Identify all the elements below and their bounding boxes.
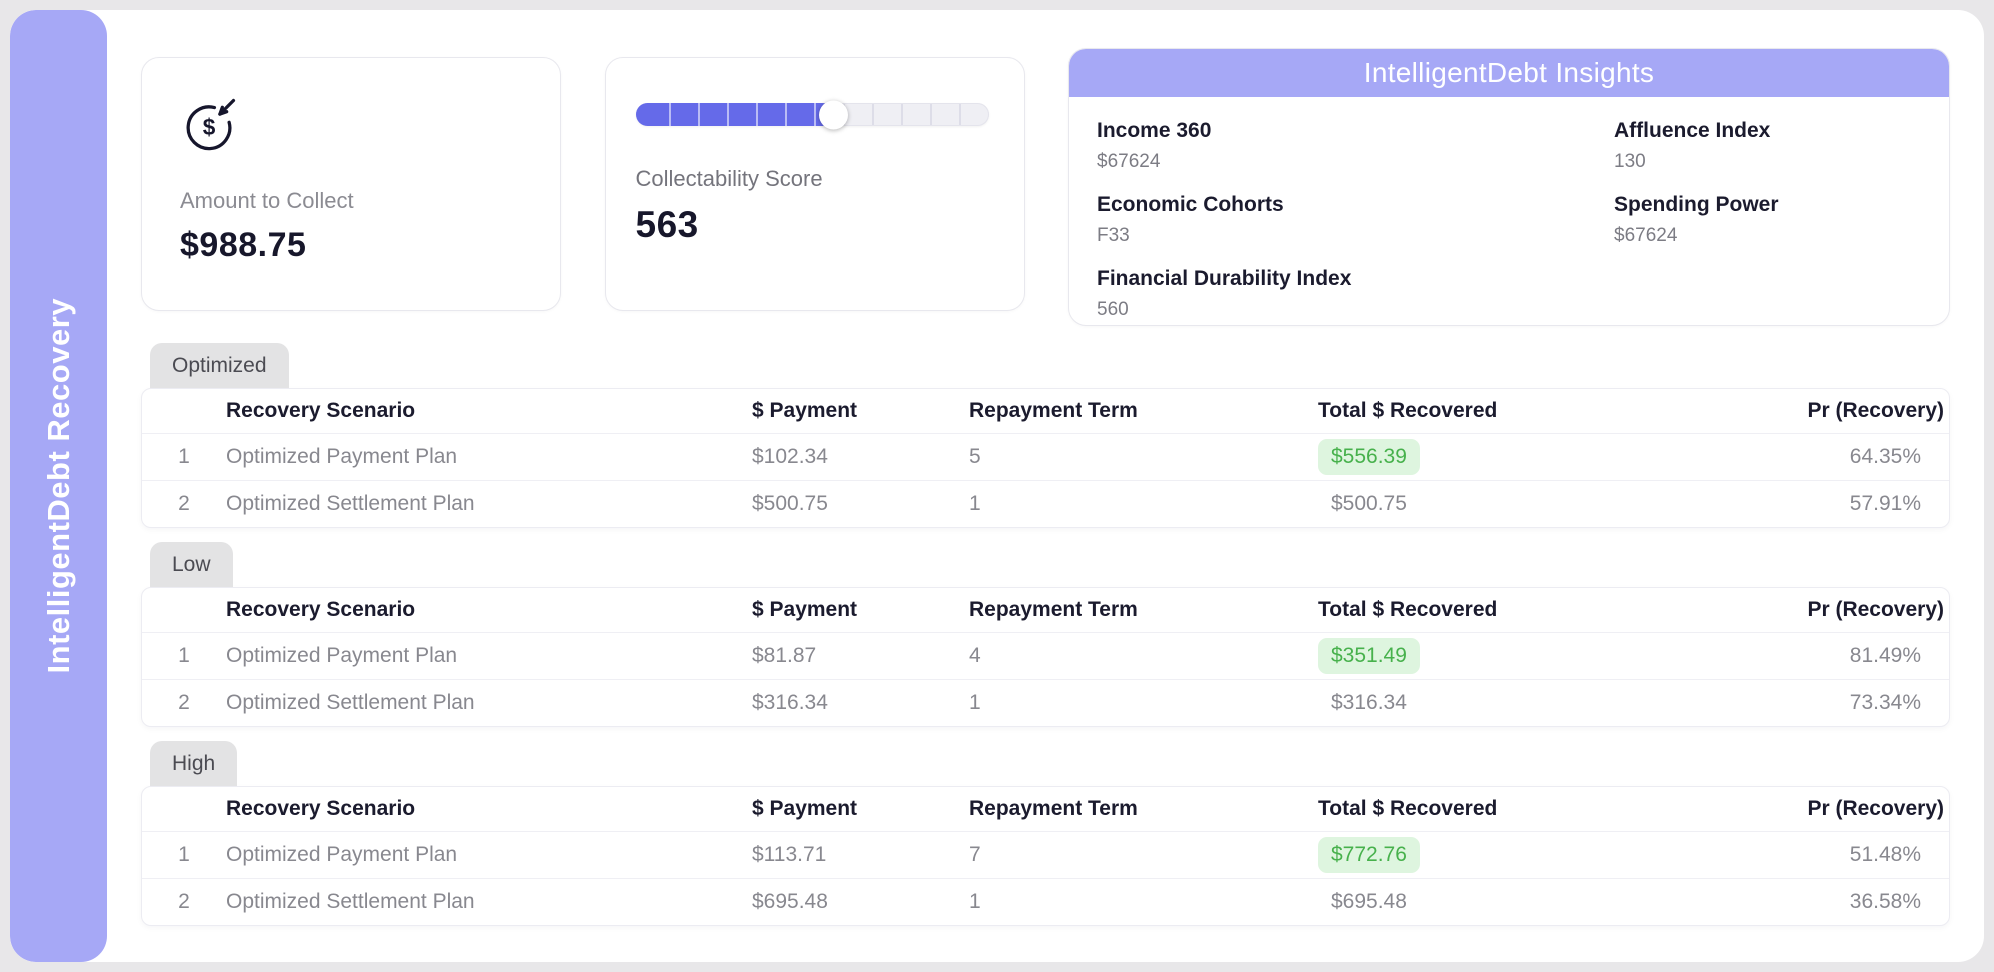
row-pr: 51.48% (1849, 843, 1921, 866)
section-low: Low Recovery Scenario $ Payment Repaymen… (141, 542, 1950, 727)
recovered-badge: $772.76 (1318, 837, 1420, 873)
collectability-value: 563 (635, 204, 699, 245)
row-scenario: Optimized Payment Plan (226, 644, 458, 667)
col-header-term: Repayment Term (969, 797, 1138, 820)
col-header-recovered: Total $ Recovered (1318, 399, 1498, 422)
row-index: 2 (178, 890, 190, 913)
recovered-badge: $351.49 (1318, 638, 1420, 674)
row-term: 7 (969, 843, 981, 866)
tab-low[interactable]: Low (150, 542, 233, 587)
amount-to-collect-card: $ Amount to Collect $988.75 (141, 57, 561, 311)
row-scenario: Optimized Settlement Plan (226, 890, 475, 913)
row-scenario: Optimized Payment Plan (226, 843, 458, 866)
amount-value: $988.75 (180, 226, 307, 264)
row-recovered: $772.76 (1318, 837, 1648, 873)
insight-income360: Income 360 $67624 (1097, 119, 1212, 172)
row-recovered: $556.39 (1318, 439, 1648, 475)
row-index: 2 (178, 691, 190, 714)
row-recovered: $695.48 (1331, 890, 1407, 913)
insights-header: IntelligentDebt Insights (1069, 49, 1949, 97)
table-row[interactable]: 1 Optimized Payment Plan $81.87 4 $351.4… (142, 632, 1949, 679)
table-header-row: Recovery Scenario $ Payment Repayment Te… (142, 389, 1949, 433)
col-header-recovered: Total $ Recovered (1318, 598, 1498, 621)
col-header-payment: $ Payment (752, 797, 858, 820)
high-table: Recovery Scenario $ Payment Repayment Te… (141, 786, 1950, 926)
row-index: 1 (178, 644, 190, 667)
row-payment: $695.48 (752, 890, 828, 913)
row-pr: 81.49% (1849, 644, 1921, 667)
col-header-term: Repayment Term (969, 399, 1138, 422)
scenario-sections: Optimized Recovery Scenario $ Payment Re… (141, 343, 1950, 926)
row-payment: $500.75 (752, 492, 828, 515)
row-index: 1 (178, 445, 190, 468)
insight-economic-cohorts: Economic Cohorts F33 (1097, 193, 1284, 246)
slider-thumb[interactable] (819, 100, 849, 129)
table-header-row: Recovery Scenario $ Payment Repayment Te… (142, 588, 1949, 632)
row-scenario: Optimized Settlement Plan (226, 691, 475, 714)
slider-fill (635, 100, 849, 129)
table-header-row: Recovery Scenario $ Payment Repayment Te… (142, 787, 1949, 831)
recovered-badge: $556.39 (1318, 439, 1420, 475)
collectability-label: Collectability Score (635, 166, 823, 191)
table-row[interactable]: 1 Optimized Payment Plan $113.71 7 $772.… (142, 831, 1949, 878)
col-header-term: Repayment Term (969, 598, 1138, 621)
row-index: 2 (178, 492, 190, 515)
col-header-scenario: Recovery Scenario (226, 399, 416, 422)
row-pr: 64.35% (1849, 445, 1921, 468)
svg-text:$: $ (203, 114, 216, 140)
col-header-pr: Pr (Recovery) (1807, 598, 1944, 621)
col-header-recovered: Total $ Recovered (1318, 797, 1498, 820)
collectability-slider[interactable] (635, 100, 989, 129)
row-payment: $81.87 (752, 644, 817, 667)
col-header-payment: $ Payment (752, 399, 858, 422)
tab-optimized[interactable]: Optimized (150, 343, 289, 388)
row-index: 1 (178, 843, 190, 866)
row-payment: $113.71 (752, 843, 827, 866)
optimized-table: Recovery Scenario $ Payment Repayment Te… (141, 388, 1950, 528)
row-payment: $102.34 (752, 445, 828, 468)
row-term: 1 (969, 691, 981, 714)
insight-financial-durability: Financial Durability Index 560 (1097, 267, 1352, 320)
section-high: High Recovery Scenario $ Payment Repayme… (141, 741, 1950, 926)
insight-affluence-index: Affluence Index 130 (1614, 119, 1771, 172)
row-recovered: $316.34 (1331, 691, 1407, 714)
table-row[interactable]: 1 Optimized Payment Plan $102.34 5 $556.… (142, 433, 1949, 480)
section-optimized: Optimized Recovery Scenario $ Payment Re… (141, 343, 1950, 528)
row-scenario: Optimized Settlement Plan (226, 492, 475, 515)
row-term: 4 (969, 644, 981, 667)
tab-high[interactable]: High (150, 741, 238, 786)
row-term: 1 (969, 492, 981, 515)
sidebar: IntelligentDebt Recovery (10, 10, 107, 962)
col-header-payment: $ Payment (752, 598, 858, 621)
table-row[interactable]: 2 Optimized Settlement Plan $500.75 1 $5… (142, 480, 1949, 527)
amount-label: Amount to Collect (180, 188, 354, 213)
row-recovered: $351.49 (1318, 638, 1648, 674)
row-term: 5 (969, 445, 981, 468)
table-row[interactable]: 2 Optimized Settlement Plan $695.48 1 $6… (142, 878, 1949, 925)
col-header-pr: Pr (Recovery) (1807, 797, 1944, 820)
table-row[interactable]: 2 Optimized Settlement Plan $316.34 1 $3… (142, 679, 1949, 726)
collectability-card: Collectability Score 563 (604, 57, 1025, 311)
col-header-pr: Pr (Recovery) (1807, 399, 1944, 422)
insights-card: IntelligentDebt Insights Income 360 $676… (1068, 48, 1950, 326)
row-scenario: Optimized Payment Plan (226, 445, 458, 468)
row-pr: 36.58% (1849, 890, 1921, 913)
row-pr: 57.91% (1849, 492, 1921, 515)
app-title: IntelligentDebt Recovery (40, 298, 76, 674)
row-pr: 73.34% (1849, 691, 1921, 714)
col-header-scenario: Recovery Scenario (226, 598, 416, 621)
insights-grid: Income 360 $67624 Affluence Index 130 Ec… (1069, 97, 1949, 321)
row-term: 1 (969, 890, 981, 913)
row-payment: $316.34 (752, 691, 828, 714)
app-frame: IntelligentDebt Recovery $ Amount to Col… (10, 10, 1984, 962)
col-header-scenario: Recovery Scenario (226, 797, 416, 820)
row-recovered: $500.75 (1331, 492, 1407, 515)
insight-spending-power: Spending Power $67624 (1614, 193, 1779, 246)
dollar-cycle-icon: $ (180, 96, 238, 154)
main-content: $ Amount to Collect $988.75 Collectabili… (107, 10, 1984, 962)
low-table: Recovery Scenario $ Payment Repayment Te… (141, 587, 1950, 727)
summary-cards-row: $ Amount to Collect $988.75 Collectabili… (141, 48, 1950, 326)
